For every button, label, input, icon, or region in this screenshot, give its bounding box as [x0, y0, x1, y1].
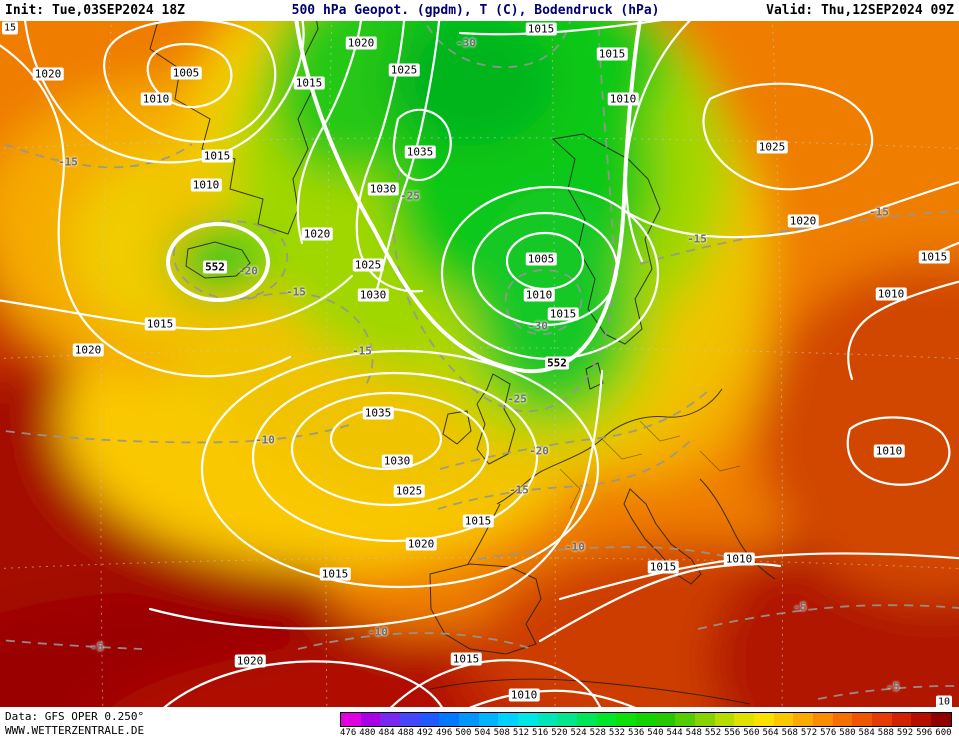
- colorbar-segment: [931, 713, 951, 726]
- colorbar-segment: [655, 713, 676, 726]
- colorbar-segment: [675, 713, 696, 726]
- colorbar-segment: [537, 713, 558, 726]
- colorbar-segment: [793, 713, 814, 726]
- colorbar-segment: [400, 713, 420, 726]
- colorbar-tick: 532: [608, 728, 626, 738]
- colorbar-segment: [813, 713, 833, 726]
- colorbar-tick: 480: [359, 728, 376, 738]
- temperature-contours: [0, 21, 959, 700]
- height-contours: [166, 21, 643, 374]
- data-source: Data: GFS OPER 0.250°: [5, 710, 145, 723]
- colorbar-segment: [478, 713, 499, 726]
- colorbar-segment: [636, 713, 656, 726]
- colorbar-segment: [754, 713, 774, 726]
- colorbar-segment: [852, 713, 873, 726]
- colorbar-segment: [459, 713, 479, 726]
- footer-bar: Data: GFS OPER 0.250° WWW.WETTERZENTRALE…: [0, 707, 959, 741]
- colorbar-segment: [832, 713, 853, 726]
- colorbar-tick: 552: [704, 728, 722, 738]
- header-bar: Init: Tue,03SEP2024 18Z 500 hPa Geopot. …: [0, 0, 959, 21]
- colorbar-tick: 600: [935, 728, 952, 738]
- colorbar-tick: 592: [896, 728, 914, 738]
- colorbar-tick: 536: [628, 728, 645, 738]
- colorbar-tick: 524: [570, 728, 587, 738]
- colorbar-tick: 564: [762, 728, 779, 738]
- temperature-field: [0, 21, 959, 707]
- colorbar-segment: [498, 713, 519, 726]
- colorbar-tick: 508: [493, 728, 510, 738]
- colorbar-segment: [439, 713, 460, 726]
- colorbar-segment: [891, 713, 912, 726]
- init-time: Init: Tue,03SEP2024 18Z: [5, 3, 186, 18]
- map-area: 1020 1005 1010 1015 1015 1010 1015 1020 1020 1025…: [0, 21, 959, 707]
- colorbar-segment: [380, 713, 401, 726]
- website-url: WWW.WETTERZENTRALE.DE: [5, 724, 145, 737]
- colorbar-tick: 544: [666, 728, 683, 738]
- colorbar-segment: [911, 713, 932, 726]
- colorbar-segment: [695, 713, 715, 726]
- valid-time: Valid: Thu,12SEP2024 09Z: [766, 3, 954, 18]
- colorbar-tick: 548: [685, 728, 702, 738]
- colorbar-segment: [596, 713, 617, 726]
- colorbar-tick: 580: [839, 728, 856, 738]
- colorbar-segment: [714, 713, 735, 726]
- colorbar-tick: 584: [858, 728, 875, 738]
- colorbar-segment: [734, 713, 755, 726]
- colorbar-tick: 492: [416, 728, 434, 738]
- latlon-grid: [0, 21, 959, 707]
- colorbar-tick: 572: [800, 728, 818, 738]
- colorbar-tick: 484: [378, 728, 395, 738]
- colorbar-tick: 596: [916, 728, 933, 738]
- colorbar-tick: 568: [781, 728, 798, 738]
- colorbar-segment: [518, 713, 538, 726]
- colorbar-ticks: 476 480 484 488 492 496 500 504 508 512 516 520 524 5…: [340, 728, 952, 738]
- colorbar-segment: [360, 713, 381, 726]
- colorbar-segment: [872, 713, 892, 726]
- colorbar-tick: 516: [532, 728, 549, 738]
- colorbar: 476 480 484 488 492 496 500 504 508 512 516 520 524 5…: [340, 712, 952, 738]
- colorbar-segments: [340, 712, 952, 727]
- colorbar-tick: 540: [647, 728, 664, 738]
- weather-map-svg: [0, 21, 959, 707]
- colorbar-segment: [577, 713, 597, 726]
- colorbar-tick: 560: [743, 728, 760, 738]
- credits: Data: GFS OPER 0.250° WWW.WETTERZENTRALE…: [5, 710, 144, 738]
- colorbar-tick: 520: [551, 728, 568, 738]
- colorbar-segment: [773, 713, 794, 726]
- colorbar-segment: [419, 713, 440, 726]
- colorbar-tick: 588: [877, 728, 894, 738]
- colorbar-tick: 500: [455, 728, 472, 738]
- colorbar-tick: 476: [340, 728, 357, 738]
- colorbar-tick: 504: [474, 728, 491, 738]
- colorbar-tick: 512: [512, 728, 530, 738]
- colorbar-segment: [557, 713, 578, 726]
- colorbar-tick: 556: [724, 728, 741, 738]
- colorbar-tick: 488: [397, 728, 414, 738]
- colorbar-segment: [341, 713, 361, 726]
- colorbar-segment: [616, 713, 637, 726]
- colorbar-tick: 496: [436, 728, 453, 738]
- map-title: 500 hPa Geopot. (gpdm), T (C), Bodendruc…: [291, 3, 660, 18]
- colorbar-tick: 576: [820, 728, 837, 738]
- colorbar-tick: 528: [589, 728, 606, 738]
